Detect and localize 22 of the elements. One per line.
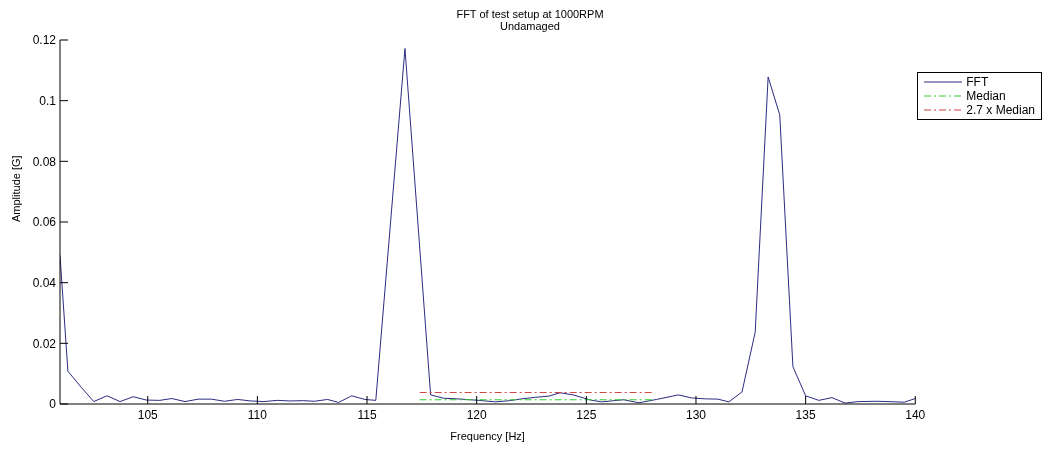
x-tick-label: 130 bbox=[685, 407, 707, 422]
x-tick-label: 115 bbox=[357, 407, 377, 422]
x-tick-label: 120 bbox=[466, 407, 488, 422]
legend-label: 2.7 x Median bbox=[966, 103, 1035, 117]
legend-label: Median bbox=[966, 89, 1006, 103]
x-tick-label: 110 bbox=[247, 407, 268, 422]
chart-subtitle: Undamaged bbox=[499, 20, 561, 32]
x-tick-label: 135 bbox=[795, 407, 816, 422]
y-axis-title: Amplitude [G] bbox=[9, 155, 22, 222]
x-tick-label: 125 bbox=[576, 407, 597, 422]
chart-title: FFT of test setup at 1000RPM bbox=[455, 8, 605, 20]
y-tick-label: 0.12 bbox=[32, 33, 57, 48]
x-tick-label: 105 bbox=[137, 407, 159, 422]
y-tick-label: 0.02 bbox=[32, 336, 57, 351]
x-tick-label: 140 bbox=[905, 407, 926, 422]
y-tick-label: 0 bbox=[49, 397, 57, 412]
legend-label: FFT bbox=[966, 75, 989, 89]
y-tick-label: 0.1 bbox=[39, 93, 57, 108]
y-tick-label: 0.06 bbox=[32, 215, 57, 230]
y-tick-label: 0.04 bbox=[32, 275, 57, 290]
x-axis-title: Frequency [Hz] bbox=[450, 430, 525, 442]
y-tick-label: 0.08 bbox=[32, 154, 57, 169]
